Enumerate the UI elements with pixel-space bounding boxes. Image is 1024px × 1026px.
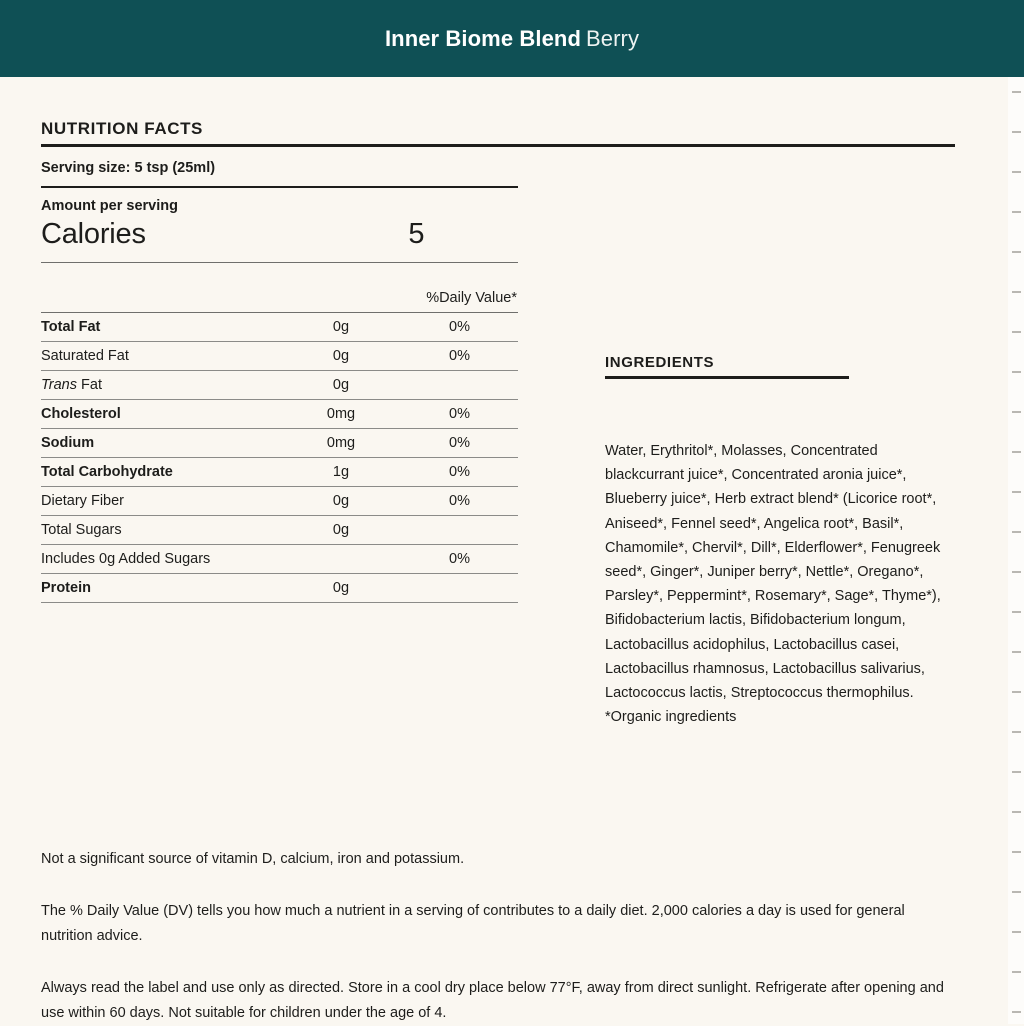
label-columns: NUTRITION FACTS Serving size: 5 tsp (25m… (41, 77, 983, 729)
product-variant-name: Berry (586, 25, 640, 51)
nutrient-daily-value (401, 573, 518, 603)
amount-per-serving-label: Amount per serving (41, 198, 178, 214)
ruler-tick (1012, 491, 1021, 493)
nutrient-amount: 1g (281, 457, 401, 487)
nutrients-table: Total Fat 0g 0% Saturated Fat 0g 0% Trans Fat 0… (41, 312, 518, 603)
nutrient-daily-value: 0% (401, 312, 518, 342)
nutrition-facts-panel: NUTRITION FACTS Serving size: 5 tsp (25m… (41, 77, 955, 603)
calories-rule (41, 262, 518, 263)
ingredients-panel: INGREDIENTS Water, Erythritol*, Molasses… (605, 77, 975, 729)
ruler-tick (1012, 811, 1021, 813)
ruler-tick (1012, 411, 1021, 413)
footnotes-section: Not a significant source of vitamin D, c… (41, 729, 951, 1026)
ruler-tick (1012, 611, 1021, 613)
nutrient-daily-value: 0% (401, 457, 518, 487)
ruler-tick (1012, 651, 1021, 653)
nutrient-name: Cholesterol (41, 399, 281, 429)
nutrient-name: Saturated Fat (41, 341, 281, 371)
nutrient-daily-value (401, 370, 518, 400)
serving-size-rule (41, 186, 518, 188)
nutrient-amount: 0g (281, 515, 401, 545)
label-body: NUTRITION FACTS Serving size: 5 tsp (25m… (0, 77, 1024, 1026)
nutrient-daily-value: 0% (401, 341, 518, 371)
serving-size-text: Serving size: 5 tsp (25ml) (41, 160, 216, 176)
nutrient-row: Includes 0g Added Sugars 0% (41, 544, 518, 574)
ruler-tick (1012, 211, 1021, 213)
ruler-tick (1012, 371, 1021, 373)
nutrient-row: Protein 0g (41, 573, 518, 603)
page-title: Inner Biome Blend Berry (385, 26, 639, 52)
nutrient-row: Total Fat 0g 0% (41, 312, 518, 342)
nutrition-facts-heading: NUTRITION FACTS (41, 119, 203, 138)
ruler-tick (1012, 251, 1021, 253)
nutrients-table-body: Total Fat 0g 0% Saturated Fat 0g 0% Trans Fat 0… (41, 312, 518, 603)
ingredients-heading: INGREDIENTS (605, 354, 715, 371)
nutrient-row: Total Sugars 0g (41, 515, 518, 545)
ruler-tick (1012, 971, 1021, 973)
nutrient-amount (281, 544, 401, 574)
ruler-tick (1012, 771, 1021, 773)
nutrient-row: Sodium 0mg 0% (41, 428, 518, 458)
nutrient-daily-value: 0% (401, 486, 518, 516)
daily-value-header: %Daily Value* (41, 263, 518, 312)
nutrient-name: Sodium (41, 428, 281, 458)
ruler-tick (1012, 91, 1021, 93)
ruler-tick (1012, 851, 1021, 853)
nutrient-amount: 0g (281, 573, 401, 603)
ruler-tick (1012, 451, 1021, 453)
nutrient-row: Trans Fat 0g (41, 370, 518, 400)
nutrient-daily-value (401, 515, 518, 545)
nutrient-daily-value: 0% (401, 544, 518, 574)
nutrient-amount: 0g (281, 486, 401, 516)
nutrient-amount: 0g (281, 341, 401, 371)
ruler-tick (1012, 531, 1021, 533)
nutrient-name: Protein (41, 573, 281, 603)
calories-label: Calories (41, 218, 146, 250)
ruler-tick (1012, 891, 1021, 893)
nutrient-row: Cholesterol 0mg 0% (41, 399, 518, 429)
nutrient-name: Total Sugars (41, 515, 281, 545)
nutrient-row: Saturated Fat 0g 0% (41, 341, 518, 371)
ruler-tick (1012, 691, 1021, 693)
nutrient-name: Trans Fat (41, 370, 281, 400)
ruler-tick (1012, 291, 1021, 293)
ruler-tick (1012, 131, 1021, 133)
ruler-tick (1012, 1011, 1021, 1013)
nutrient-daily-value: 0% (401, 428, 518, 458)
ingredients-heading-rule (605, 376, 849, 379)
ruler-tick (1012, 731, 1021, 733)
nutrient-name: Total Fat (41, 312, 281, 342)
ruler-tick (1012, 171, 1021, 173)
footnote-daily-value: The % Daily Value (DV) tells you how muc… (41, 903, 905, 945)
ruler-tick (1012, 331, 1021, 333)
ingredients-body-text: Water, Erythritol*, Molasses, Concentrat… (605, 443, 941, 726)
nutrient-amount: 0g (281, 312, 401, 342)
nutrient-amount: 0mg (281, 428, 401, 458)
product-header-bar: Inner Biome Blend Berry (0, 0, 1024, 77)
footnote-usage: Always read the label and use only as di… (41, 980, 944, 1022)
product-brand-name: Inner Biome Blend (384, 25, 581, 51)
page-edge-ruler (1008, 77, 1024, 1024)
nutrient-row: Dietary Fiber 0g 0% (41, 486, 518, 516)
calories-row: Calories 5 (41, 214, 518, 262)
footnote-not-significant: Not a significant source of vitamin D, c… (41, 851, 465, 868)
nutrient-row: Total Carbohydrate 1g 0% (41, 457, 518, 487)
nutrient-amount: 0mg (281, 399, 401, 429)
calories-value: 5 (408, 218, 425, 250)
nutrient-name: Dietary Fiber (41, 486, 281, 516)
nutrient-name: Total Carbohydrate (41, 457, 281, 487)
nutrient-name: Includes 0g Added Sugars (41, 544, 281, 574)
daily-value-header-label: %Daily Value* (426, 290, 517, 306)
ruler-tick (1012, 571, 1021, 573)
nutrient-amount: 0g (281, 370, 401, 400)
ruler-tick (1012, 931, 1021, 933)
nutrition-heading-rule (41, 144, 955, 147)
nutrient-daily-value: 0% (401, 399, 518, 429)
